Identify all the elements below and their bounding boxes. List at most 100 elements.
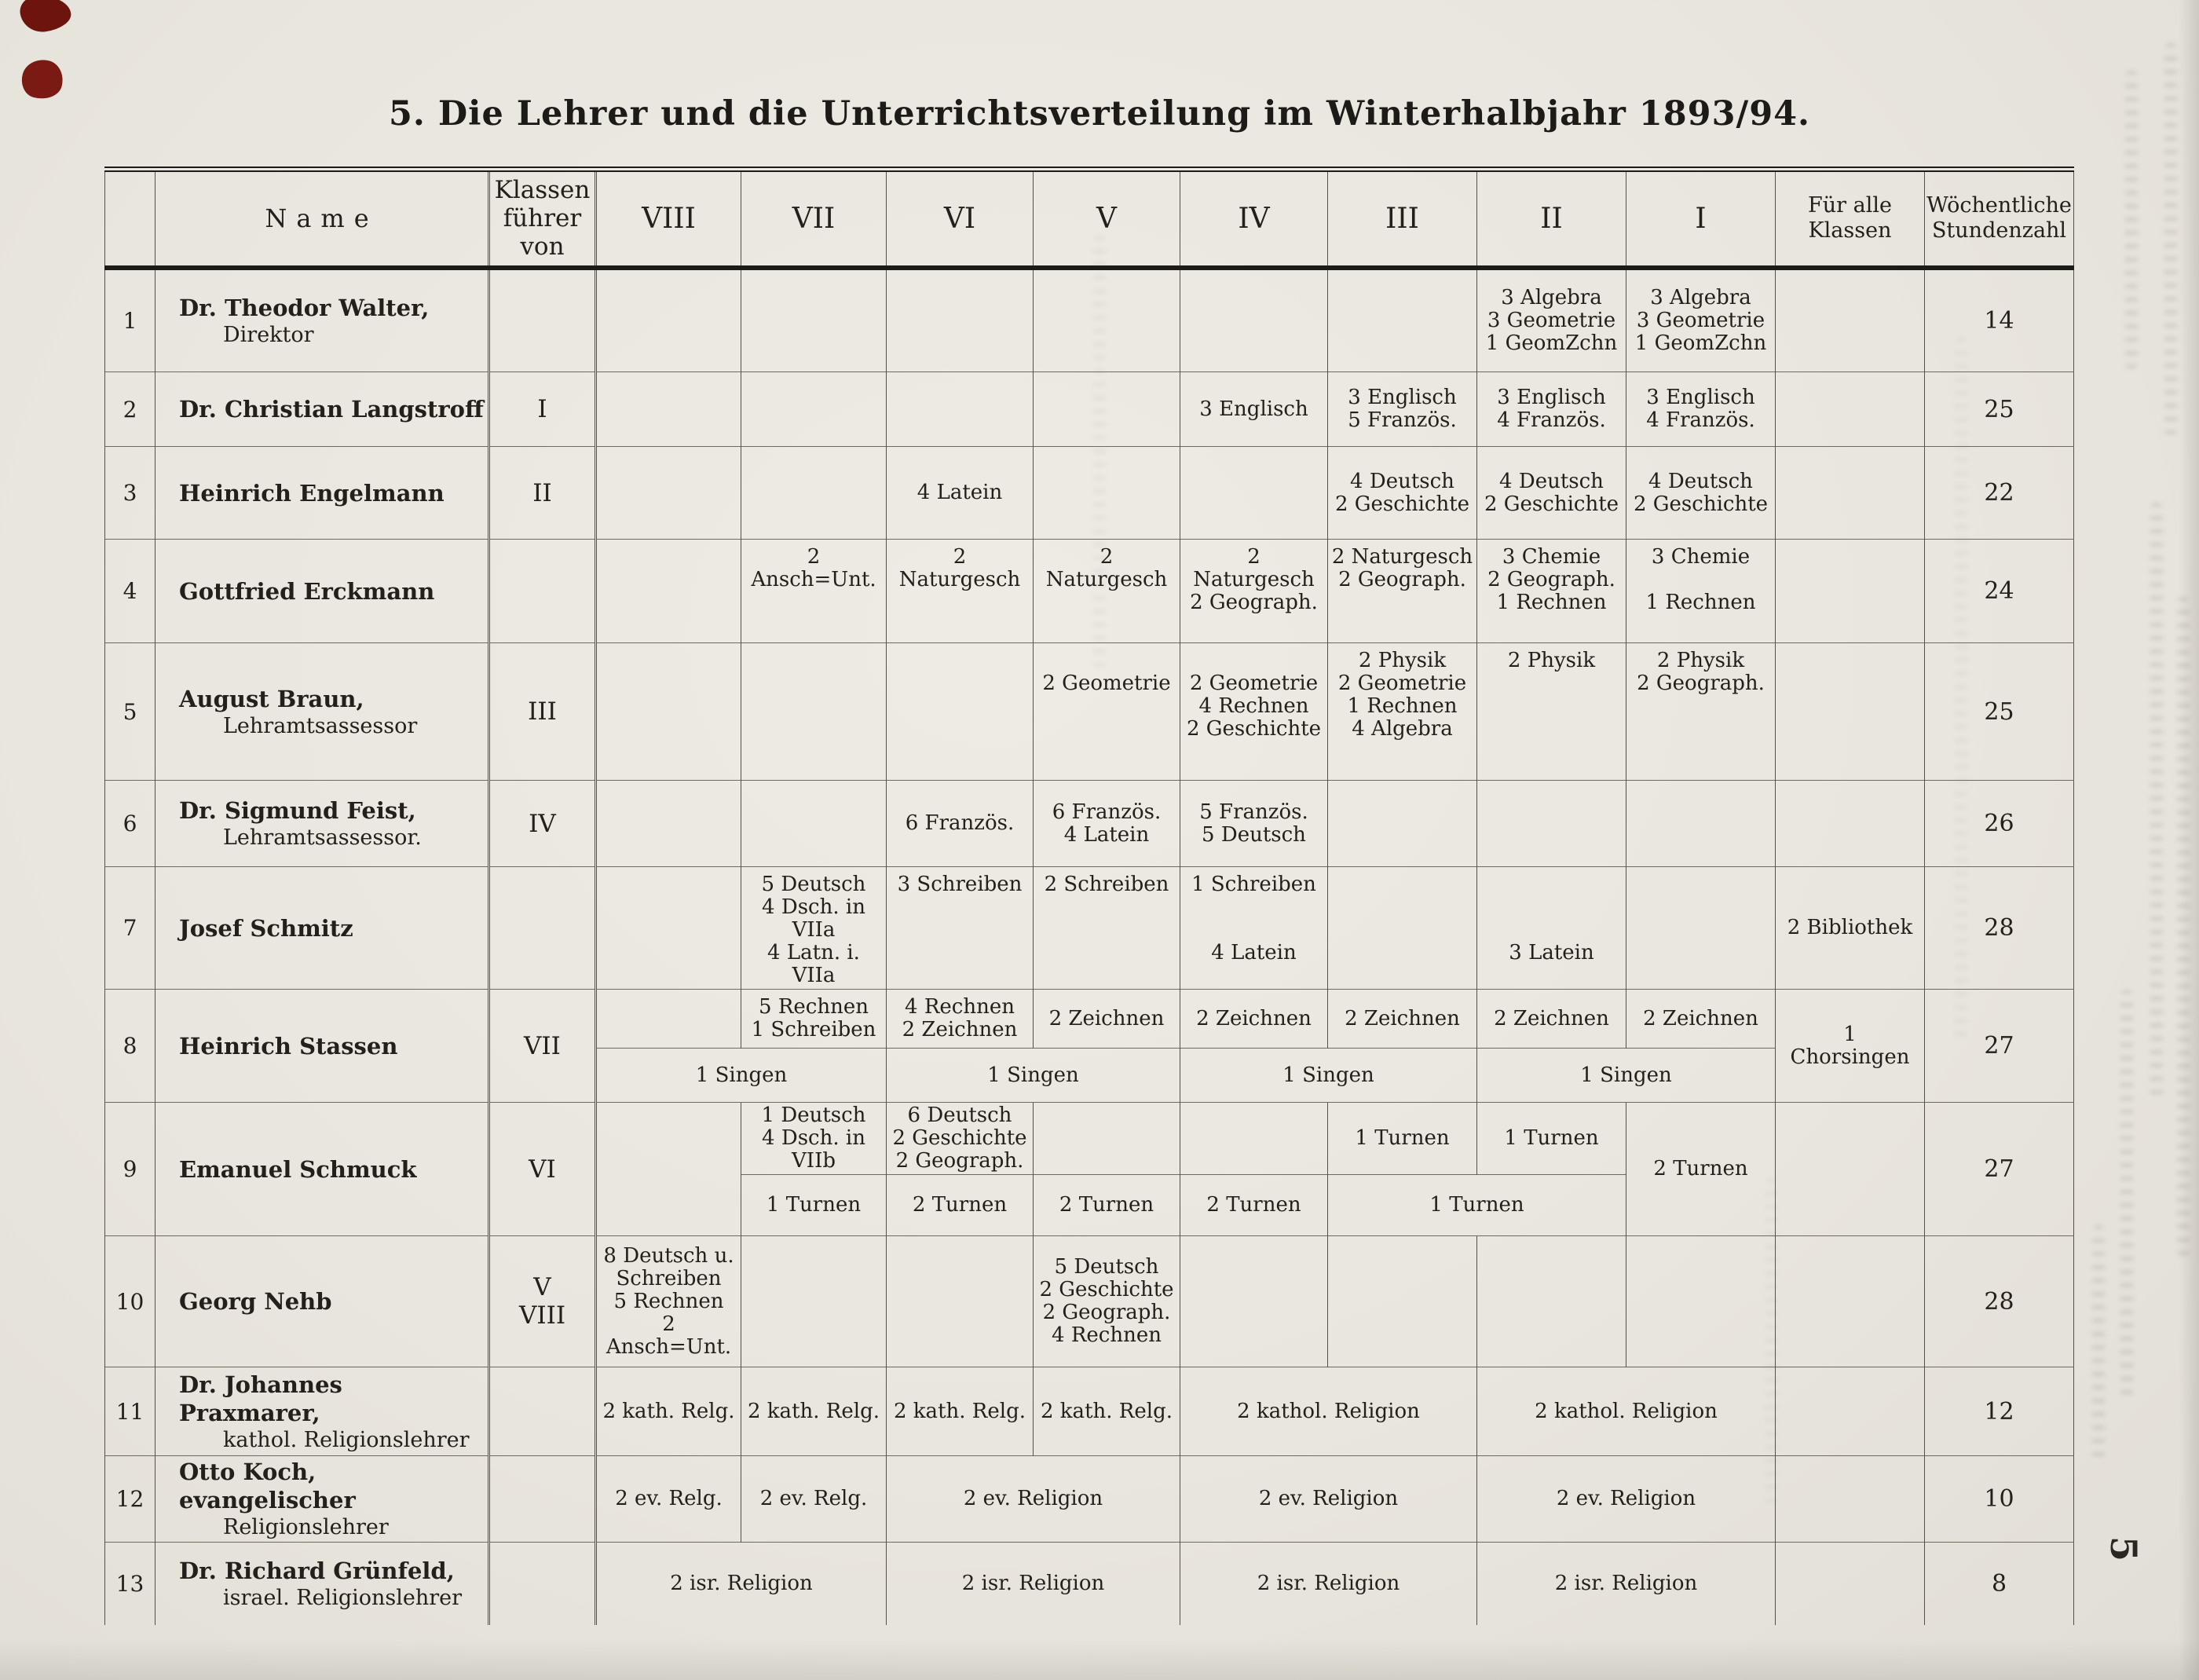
- cell-iv: [1180, 267, 1328, 372]
- cell-iii: 4 Deutsch 2 Geschichte: [1327, 446, 1477, 540]
- cell-viii: 2 kath. Relg.: [595, 1367, 741, 1456]
- cell-viii: [595, 446, 741, 540]
- cell-viii: 2 ev. Relg.: [595, 1455, 741, 1543]
- name-cell: August Braun, Lehramtsassessor: [155, 642, 489, 781]
- name-cell: Otto Koch, evangelischer Religionslehrer: [155, 1455, 489, 1543]
- teacher-role: israel. Religionslehrer: [223, 1585, 463, 1610]
- cell-vi: 2 Naturgesch: [886, 539, 1034, 643]
- cell-iii: 2 Naturgesch 2 Geograph.: [1327, 539, 1477, 643]
- cell-v: 2 Schreiben: [1033, 866, 1180, 990]
- name-cell: Georg Nehb: [155, 1235, 489, 1367]
- name-cell: Dr. Sigmund Feist, Lehramtsassessor.: [155, 780, 489, 867]
- cell-i: 4 Deutsch 2 Geschichte: [1626, 446, 1776, 540]
- cell-i: [1626, 1235, 1776, 1367]
- teacher-name: Heinrich Engelmann: [179, 479, 445, 507]
- cell-ii-i: 2 ev. Religion: [1476, 1455, 1776, 1543]
- teaching-schedule-table: Name Klassen führer von VIII VII VI V IV…: [104, 167, 2074, 1625]
- kf-cell: [488, 539, 597, 643]
- cell-v: 2 Zeichnen: [1033, 989, 1180, 1049]
- bleedthrough-smudge: [2120, 990, 2133, 1398]
- name-cell: Dr. Theodor Walter, Direktor: [155, 267, 489, 372]
- cell-iii: 1 Turnen: [1327, 1102, 1477, 1175]
- page-number: 5: [2102, 1535, 2145, 1562]
- turnen-cell: 2 Turnen: [1180, 1174, 1328, 1236]
- cell-ii: 1 Turnen: [1476, 1102, 1626, 1175]
- cell-vi: 6 Französ.: [886, 780, 1034, 867]
- cell-viii: [595, 780, 741, 867]
- red-ink-stain: [17, 55, 68, 104]
- bleedthrough-smudge: [2125, 71, 2138, 369]
- cell-i: 3 Englisch 4 Französ.: [1626, 372, 1776, 447]
- sum-cell: 14: [1924, 267, 2074, 372]
- name-cell: Dr. Johannes Praxmarer, kathol. Religions…: [155, 1367, 489, 1456]
- cell-ii: 3 Englisch 4 Französ.: [1476, 372, 1626, 447]
- cell-ii: [1476, 780, 1626, 867]
- nr-cell: 6: [104, 780, 156, 867]
- header-klassenfuehrer: Klassen führer von: [488, 169, 597, 270]
- teacher-role: Religionslehrer: [223, 1515, 389, 1539]
- header-stundenzahl: Wöchentliche Stundenzahl: [1924, 169, 2074, 270]
- cell-vi: [886, 1235, 1034, 1367]
- table-row: 7 Josef Schmitz 5 Deutsch 4 Dsch. in VII…: [104, 866, 2074, 990]
- nr-cell: 4: [104, 539, 156, 643]
- teacher-name: Dr. Theodor Walter,: [179, 294, 430, 321]
- singen-cell: 1 Singen: [886, 1048, 1180, 1103]
- cell-iii: [1327, 1235, 1477, 1367]
- cell-ii: 2 Physik: [1476, 642, 1626, 781]
- alle-cell: [1775, 446, 1925, 540]
- cell-viii: [595, 642, 741, 781]
- cell-viii: [595, 372, 741, 447]
- cell-ii-i: 2 isr. Religion: [1476, 1542, 1776, 1625]
- cell-iv: 3 Englisch: [1180, 372, 1328, 447]
- cell-v: [1033, 446, 1180, 540]
- bleedthrough-smudge: [2164, 43, 2177, 436]
- cell-v: 6 Französ. 4 Latein: [1033, 780, 1180, 867]
- sum-cell: 26: [1924, 780, 2074, 867]
- table-row: 5 August Braun, Lehramtsassessor III 2 Ge…: [104, 642, 2074, 781]
- sum-cell: 10: [1924, 1455, 2074, 1543]
- header-class-viii: VIII: [595, 169, 741, 270]
- cell-v: [1033, 1102, 1180, 1175]
- name-cell: Josef Schmitz: [155, 866, 489, 990]
- sum-cell: 22: [1924, 446, 2074, 540]
- cell-iv-iii: 2 ev. Religion: [1180, 1455, 1477, 1543]
- header-name: Name: [155, 169, 489, 270]
- table-row: 9 Emanuel Schmuck VI 1 Deutsch 4 Dsch. i…: [104, 1102, 2074, 1236]
- cell-i: [1626, 780, 1776, 867]
- alle-cell: [1775, 1542, 1925, 1625]
- cell-vii: [741, 1235, 887, 1367]
- cell-iv: [1180, 1235, 1328, 1367]
- scan-edge-shadow: [0, 1639, 2199, 1680]
- cell-ii-i: 2 kathol. Religion: [1476, 1367, 1776, 1456]
- cell-vii: 1 Deutsch 4 Dsch. in VIIb: [741, 1102, 887, 1175]
- singen-cell: 1 Singen: [1180, 1048, 1477, 1103]
- cell-vii: 2 Ansch=Unt.: [741, 539, 887, 643]
- alle-cell: [1775, 1102, 1925, 1236]
- nr-cell: 10: [104, 1235, 156, 1367]
- kf-cell: [488, 1542, 597, 1625]
- cell-iv: [1180, 1102, 1328, 1175]
- cell-iv-iii: 2 kathol. Religion: [1180, 1367, 1477, 1456]
- cell-iii: 2 Physik 2 Geometrie 1 Rechnen 4 Algebra: [1327, 642, 1477, 781]
- header-row: Name Klassen führer von VIII VII VI V IV…: [104, 169, 2074, 270]
- sum-cell: 25: [1924, 642, 2074, 781]
- cell-iii: [1327, 866, 1477, 990]
- table-row: 11 Dr. Johannes Praxmarer, kathol. Religi…: [104, 1367, 2074, 1456]
- cell-vi: [886, 372, 1034, 447]
- cell-viii: [595, 1102, 741, 1236]
- teacher-name: Emanuel Schmuck: [179, 1155, 417, 1183]
- cell-v: 5 Deutsch 2 Geschichte 2 Geograph. 4 Rec…: [1033, 1235, 1180, 1367]
- cell-vii: [741, 780, 887, 867]
- nr-cell: 12: [104, 1455, 156, 1543]
- cell-viii: [595, 267, 741, 372]
- cell-v: [1033, 267, 1180, 372]
- name-cell: Dr. Christian Langstroff: [155, 372, 489, 447]
- name-cell: Emanuel Schmuck: [155, 1102, 489, 1236]
- teacher-role: Lehramtsassessor: [223, 713, 418, 738]
- table-subrow: 1 Singen 1 Singen 1 Singen 1 Singen: [105, 1048, 2074, 1103]
- cell-i: 2 Zeichnen: [1626, 989, 1776, 1049]
- name-cell: Dr. Richard Grünfeld, israel. Religionsle…: [155, 1542, 489, 1625]
- alle-cell: [1775, 780, 1925, 867]
- kf-cell: VI: [488, 1102, 597, 1236]
